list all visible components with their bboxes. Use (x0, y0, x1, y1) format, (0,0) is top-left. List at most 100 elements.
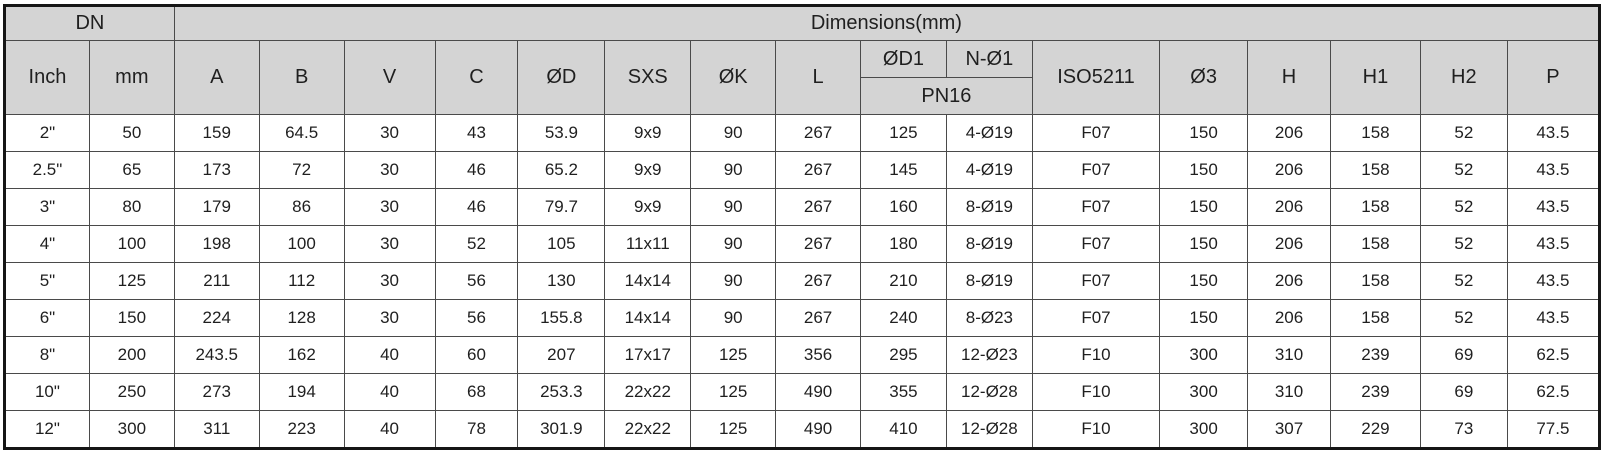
cell-a: 211 (173, 262, 260, 300)
cell-iso5211: F07 (1031, 299, 1161, 337)
cell-od: 155.8 (517, 299, 606, 337)
cell-od: 65.2 (517, 151, 606, 189)
cell-h2: 52 (1419, 188, 1508, 226)
cell-h1: 158 (1329, 188, 1421, 226)
cell-inch: 6" (4, 299, 90, 337)
table-body: 2" 50 159 64.5 30 43 53.9 9x9 90 267 125 4-Ø19 F07 15… (4, 114, 1601, 449)
cell-p: 43.5 (1506, 262, 1601, 300)
header-col-o3: Ø3 (1159, 40, 1249, 115)
table-row-6: 6" 150 224 128 30 56 155.8 14x14 90 267 240 8-Ø23 F0… (4, 299, 1601, 337)
header-col-inch: Inch (4, 40, 90, 115)
cell-h1: 158 (1329, 299, 1421, 337)
cell-v: 40 (343, 336, 436, 374)
cell-od1: 295 (860, 336, 947, 374)
cell-v: 30 (343, 114, 436, 152)
cell-n-o1: 8-Ø19 (945, 225, 1033, 263)
cell-a: 173 (173, 151, 260, 189)
header-col-h: H (1247, 40, 1331, 115)
cell-l: 267 (775, 114, 861, 152)
cell-p: 43.5 (1506, 114, 1601, 152)
cell-l: 490 (775, 410, 861, 449)
header-col-b: B (258, 40, 345, 115)
cell-sxs: 14x14 (604, 299, 692, 337)
cell-iso5211: F07 (1031, 188, 1161, 226)
header-col-sxs: SXS (604, 40, 692, 115)
cell-od1: 210 (860, 262, 947, 300)
cell-p: 62.5 (1506, 373, 1601, 411)
cell-ok: 125 (690, 373, 777, 411)
cell-sxs: 9x9 (604, 188, 692, 226)
cell-ok: 90 (690, 114, 777, 152)
cell-o3: 300 (1159, 336, 1249, 374)
cell-inch: 10" (4, 373, 90, 411)
cell-h1: 158 (1329, 262, 1421, 300)
cell-n-o1: 12-Ø28 (945, 373, 1033, 411)
table-row-9: 12" 300 311 223 40 78 301.9 22x22 125 490 410 12-Ø2… (4, 410, 1601, 449)
valve-dimensions-table: DN Dimensions(mm) Inch mm A B V C ØD SXS… (3, 4, 1601, 450)
cell-sxs: 17x17 (604, 336, 692, 374)
cell-h2: 52 (1419, 114, 1508, 152)
cell-h: 206 (1247, 188, 1331, 226)
cell-a: 224 (173, 299, 260, 337)
cell-iso5211: F07 (1031, 225, 1161, 263)
header-col-v: V (343, 40, 436, 115)
cell-h2: 52 (1419, 151, 1508, 189)
cell-l: 267 (775, 299, 861, 337)
table-header: DN Dimensions(mm) Inch mm A B V C ØD SXS… (4, 5, 1601, 115)
cell-h1: 158 (1329, 114, 1421, 152)
cell-mm: 200 (88, 336, 175, 374)
cell-sxs: 9x9 (604, 151, 692, 189)
cell-ok: 90 (690, 225, 777, 263)
cell-sxs: 22x22 (604, 373, 692, 411)
cell-ok: 90 (690, 299, 777, 337)
header-col-h1: H1 (1329, 40, 1421, 115)
cell-a: 243.5 (173, 336, 260, 374)
cell-v: 30 (343, 188, 436, 226)
table-row-2: 2.5" 65 173 72 30 46 65.2 9x9 90 267 145 4-Ø19 F07 15… (4, 151, 1601, 189)
cell-iso5211: F07 (1031, 114, 1161, 152)
cell-n-o1: 8-Ø19 (945, 188, 1033, 226)
cell-c: 56 (434, 299, 519, 337)
cell-p: 43.5 (1506, 188, 1601, 226)
table-row-1: 2" 50 159 64.5 30 43 53.9 9x9 90 267 125 4-Ø19 F07 15… (4, 114, 1601, 152)
cell-o3: 300 (1159, 410, 1249, 449)
header-col-a: A (173, 40, 260, 115)
cell-iso5211: F10 (1031, 410, 1161, 449)
cell-h2: 52 (1419, 299, 1508, 337)
cell-c: 60 (434, 336, 519, 374)
cell-mm: 250 (88, 373, 175, 411)
cell-h: 206 (1247, 151, 1331, 189)
cell-inch: 5" (4, 262, 90, 300)
cell-inch: 3" (4, 188, 90, 226)
header-col-c: C (434, 40, 519, 115)
cell-o3: 150 (1159, 225, 1249, 263)
cell-sxs: 14x14 (604, 262, 692, 300)
cell-a: 311 (173, 410, 260, 449)
cell-n-o1: 8-Ø23 (945, 299, 1033, 337)
cell-p: 77.5 (1506, 410, 1601, 449)
header-col-od: ØD (517, 40, 606, 115)
header-col-n-o1: N-Ø1 (945, 40, 1033, 78)
cell-p: 62.5 (1506, 336, 1601, 374)
cell-h2: 52 (1419, 262, 1508, 300)
cell-b: 86 (258, 188, 345, 226)
cell-o3: 150 (1159, 151, 1249, 189)
cell-h2: 69 (1419, 373, 1508, 411)
cell-h: 310 (1247, 373, 1331, 411)
cell-iso5211: F07 (1031, 262, 1161, 300)
cell-inch: 12" (4, 410, 90, 449)
cell-a: 179 (173, 188, 260, 226)
cell-n-o1: 12-Ø23 (945, 336, 1033, 374)
cell-inch: 2" (4, 114, 90, 152)
cell-h1: 239 (1329, 373, 1421, 411)
cell-v: 40 (343, 373, 436, 411)
header-col-p: P (1506, 40, 1601, 115)
cell-h: 206 (1247, 262, 1331, 300)
cell-od1: 240 (860, 299, 947, 337)
cell-h1: 158 (1329, 225, 1421, 263)
cell-b: 72 (258, 151, 345, 189)
table-row-5: 5" 125 211 112 30 56 130 14x14 90 267 210 8-Ø19 F07 1… (4, 262, 1601, 300)
cell-sxs: 11x11 (604, 225, 692, 263)
cell-ok: 125 (690, 410, 777, 449)
cell-ok: 90 (690, 151, 777, 189)
